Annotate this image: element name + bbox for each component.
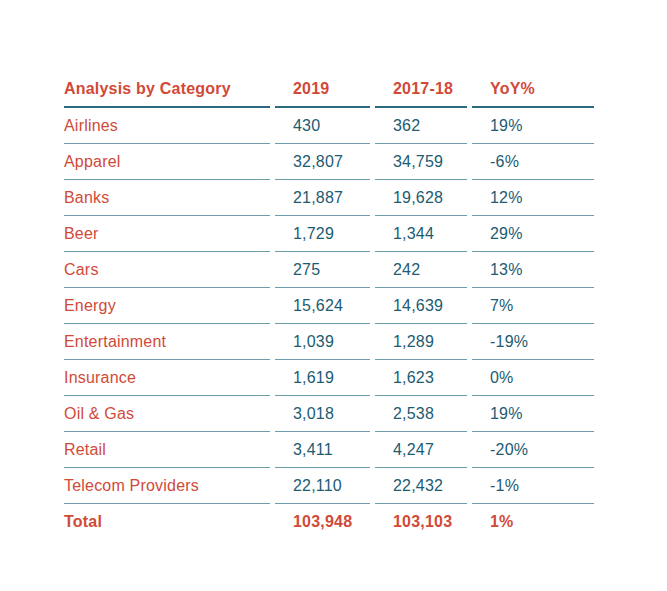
- value-yoy-cell: -20%: [472, 432, 594, 468]
- total-label-cell: Total: [64, 504, 270, 539]
- category-cell: Energy: [64, 288, 270, 324]
- value-yoy-cell: 7%: [472, 288, 594, 324]
- value-yoy-cell: 13%: [472, 252, 594, 288]
- table-row-retail: Retail 3,411 4,247 -20%: [64, 432, 594, 468]
- category-cell: Cars: [64, 252, 270, 288]
- value-2019-cell: 22,110: [275, 468, 370, 504]
- total-2017-18-cell: 103,103: [375, 504, 467, 539]
- value-yoy-cell: 19%: [472, 108, 594, 144]
- table-row-airlines: Airlines 430 362 19%: [64, 108, 594, 144]
- value-yoy-cell: -19%: [472, 324, 594, 360]
- category-cell: Telecom Providers: [64, 468, 270, 504]
- table-row-beer: Beer 1,729 1,344 29%: [64, 216, 594, 252]
- value-2017-18-cell: 14,639: [375, 288, 467, 324]
- total-2019-cell: 103,948: [275, 504, 370, 539]
- table-row-telecom-providers: Telecom Providers 22,110 22,432 -1%: [64, 468, 594, 504]
- value-2017-18-cell: 242: [375, 252, 467, 288]
- value-yoy-cell: 19%: [472, 396, 594, 432]
- header-cell-2019: 2019: [275, 72, 370, 108]
- category-cell: Apparel: [64, 144, 270, 180]
- value-2017-18-cell: 1,623: [375, 360, 467, 396]
- value-2019-cell: 21,887: [275, 180, 370, 216]
- category-cell: Banks: [64, 180, 270, 216]
- category-cell: Beer: [64, 216, 270, 252]
- table-row-cars: Cars 275 242 13%: [64, 252, 594, 288]
- table-header-row: Analysis by Category 2019 2017-18 YoY%: [64, 72, 594, 108]
- value-yoy-cell: -6%: [472, 144, 594, 180]
- value-2017-18-cell: 22,432: [375, 468, 467, 504]
- table-row-banks: Banks 21,887 19,628 12%: [64, 180, 594, 216]
- header-cell-2017-18: 2017-18: [375, 72, 467, 108]
- value-2017-18-cell: 1,289: [375, 324, 467, 360]
- value-2017-18-cell: 34,759: [375, 144, 467, 180]
- value-2019-cell: 430: [275, 108, 370, 144]
- value-yoy-cell: 29%: [472, 216, 594, 252]
- table-row-oil-gas: Oil & Gas 3,018 2,538 19%: [64, 396, 594, 432]
- table-row-apparel: Apparel 32,807 34,759 -6%: [64, 144, 594, 180]
- value-2017-18-cell: 1,344: [375, 216, 467, 252]
- header-cell-yoy: YoY%: [472, 72, 594, 108]
- category-cell: Insurance: [64, 360, 270, 396]
- value-2019-cell: 3,018: [275, 396, 370, 432]
- category-cell: Entertainment: [64, 324, 270, 360]
- value-2017-18-cell: 362: [375, 108, 467, 144]
- value-2019-cell: 15,624: [275, 288, 370, 324]
- category-cell: Oil & Gas: [64, 396, 270, 432]
- value-2019-cell: 3,411: [275, 432, 370, 468]
- value-2019-cell: 1,039: [275, 324, 370, 360]
- value-2019-cell: 1,619: [275, 360, 370, 396]
- table-total-row: Total 103,948 103,103 1%: [64, 504, 594, 539]
- header-cell-category: Analysis by Category: [64, 72, 270, 108]
- value-yoy-cell: -1%: [472, 468, 594, 504]
- category-cell: Airlines: [64, 108, 270, 144]
- table-row-energy: Energy 15,624 14,639 7%: [64, 288, 594, 324]
- table-row-insurance: Insurance 1,619 1,623 0%: [64, 360, 594, 396]
- value-2017-18-cell: 2,538: [375, 396, 467, 432]
- value-yoy-cell: 12%: [472, 180, 594, 216]
- value-yoy-cell: 0%: [472, 360, 594, 396]
- category-cell: Retail: [64, 432, 270, 468]
- value-2019-cell: 32,807: [275, 144, 370, 180]
- analysis-by-category-table: Analysis by Category 2019 2017-18 YoY% A…: [64, 72, 594, 539]
- value-2017-18-cell: 4,247: [375, 432, 467, 468]
- value-2017-18-cell: 19,628: [375, 180, 467, 216]
- total-yoy-cell: 1%: [472, 504, 594, 539]
- table-row-entertainment: Entertainment 1,039 1,289 -19%: [64, 324, 594, 360]
- value-2019-cell: 1,729: [275, 216, 370, 252]
- value-2019-cell: 275: [275, 252, 370, 288]
